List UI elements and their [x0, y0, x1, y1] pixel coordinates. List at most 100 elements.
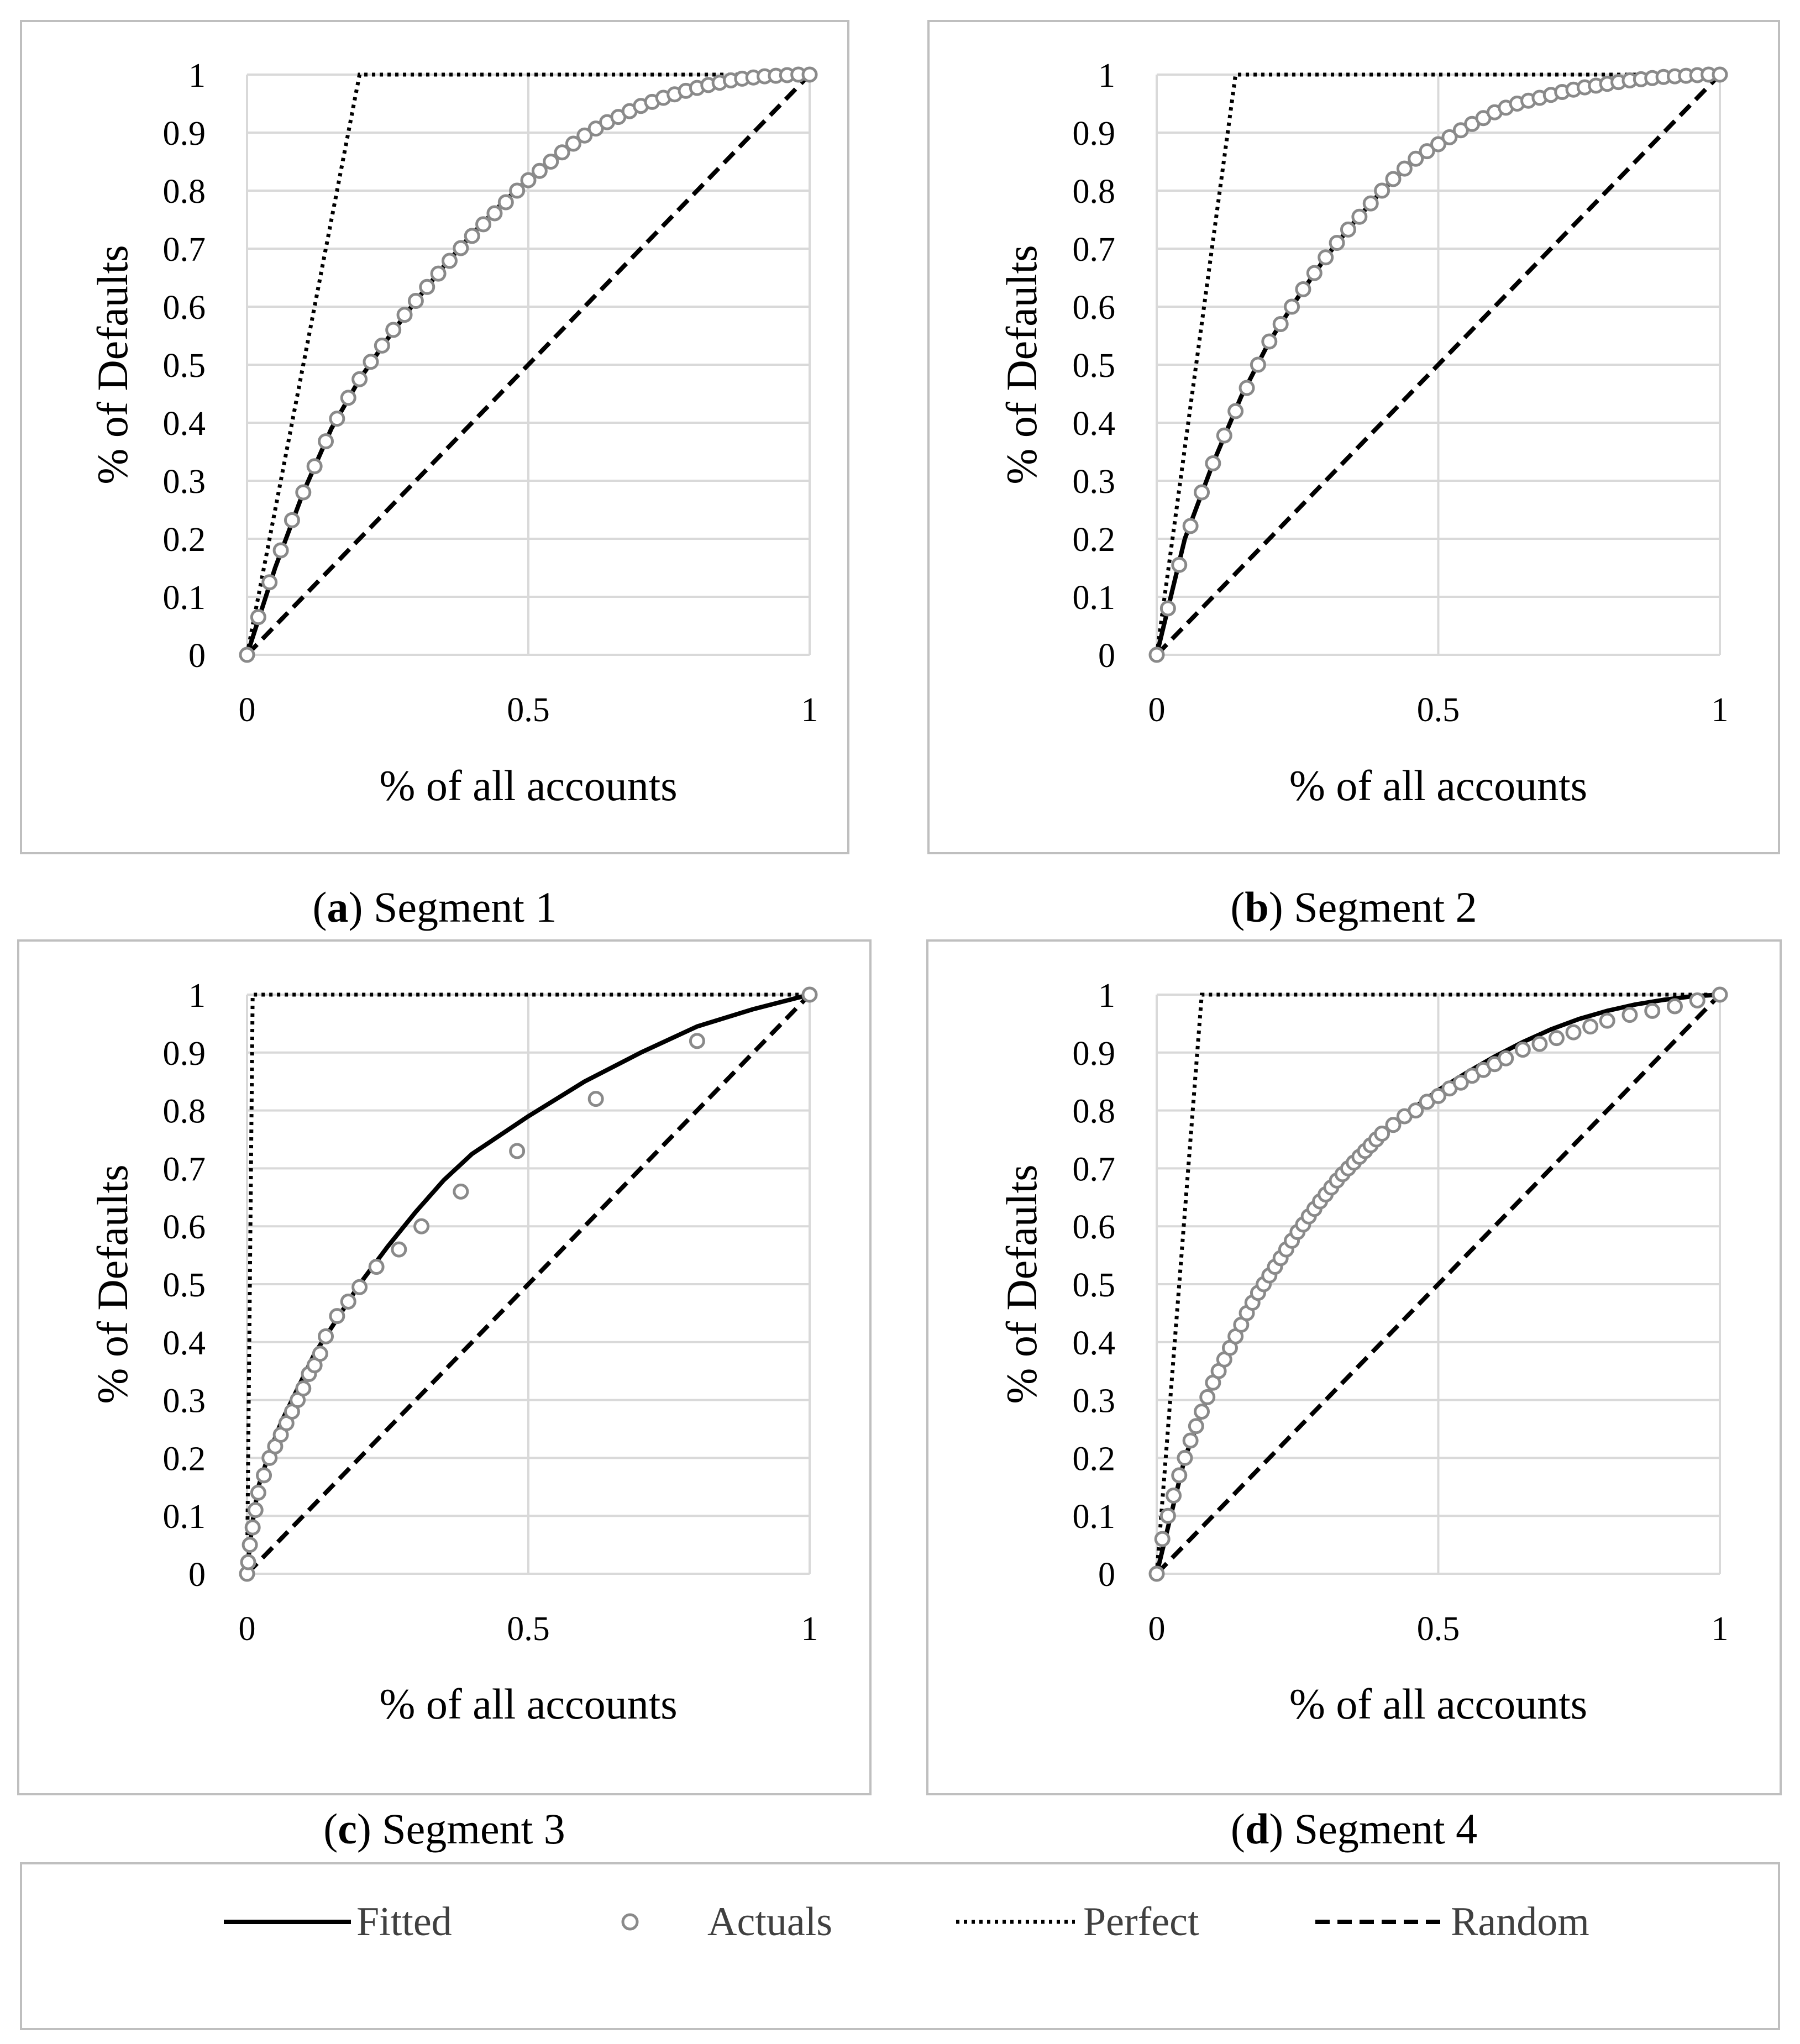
actuals-point: [240, 1554, 256, 1570]
y-tick-label: 0.9: [1073, 1035, 1116, 1073]
caption-text: ) Segment 1: [349, 883, 557, 931]
y-tick-label: 0.7: [163, 231, 206, 269]
actuals-point: [689, 1033, 705, 1049]
actuals-point: [1295, 281, 1311, 297]
chart-frame: [926, 939, 1782, 1795]
y-axis-label: % of Defaults: [88, 1164, 137, 1404]
x-axis-label: % of all accounts: [379, 1680, 677, 1728]
y-tick-label: 1: [1098, 57, 1115, 94]
actuals-point: [1582, 1018, 1599, 1035]
actuals-point: [1385, 171, 1402, 187]
actuals-point: [801, 66, 818, 83]
legend-label-perfect: Perfect: [1083, 1899, 1199, 1945]
y-axis-label: % of Defaults: [998, 1164, 1046, 1404]
actuals-point: [272, 542, 289, 559]
x-tick-label: 1: [801, 1610, 818, 1648]
series-actuals: [239, 986, 818, 1582]
actuals-point: [1362, 195, 1379, 212]
actuals-point: [1396, 160, 1413, 177]
series-actuals: [1148, 66, 1728, 663]
actuals-point: [244, 1519, 261, 1536]
x-tick-label: 0: [239, 691, 256, 729]
actuals-point: [509, 182, 526, 199]
y-tick-label: 0.4: [163, 405, 206, 443]
actuals-point: [1199, 1389, 1216, 1405]
actuals-point: [1565, 1024, 1582, 1041]
actuals-point: [1498, 1050, 1514, 1066]
y-tick-label: 0: [1098, 1556, 1115, 1594]
y-tick-label: 0.3: [163, 463, 206, 501]
y-tick-label: 0: [188, 1556, 206, 1594]
actuals-point: [1599, 1012, 1615, 1029]
caption-open-paren: (: [313, 883, 327, 931]
series-perfect-line: [1154, 992, 1720, 1574]
actuals-point: [1272, 316, 1289, 332]
actuals-point: [1712, 66, 1728, 83]
y-tick-label: 0.7: [163, 1150, 206, 1188]
actuals-point: [1644, 1002, 1661, 1019]
legend-item-actuals: Actuals: [621, 1899, 832, 1945]
actuals-point: [318, 433, 334, 450]
actuals-point: [1239, 380, 1255, 396]
legend-item-perfect: Perfect: [956, 1899, 1199, 1945]
actuals-point: [284, 512, 300, 528]
x-axis-label: % of all accounts: [379, 761, 677, 810]
actuals-point: [520, 172, 537, 188]
caption-open-paren: (: [323, 1805, 338, 1853]
actuals-point: [453, 1183, 469, 1200]
actuals-point: [543, 154, 559, 170]
actuals-point: [413, 1218, 430, 1234]
caption-letter: a: [327, 883, 349, 931]
actuals-point: [340, 390, 356, 406]
y-tick-label: 0.5: [1073, 347, 1116, 385]
x-tick-label: 1: [801, 691, 818, 729]
actuals-point: [374, 337, 390, 354]
actuals-point: [576, 127, 593, 144]
x-tick-label: 1: [1712, 1610, 1729, 1648]
x-tick-label: 0: [239, 1610, 256, 1648]
x-tick-label: 0.5: [507, 691, 550, 729]
series-actuals: [239, 66, 818, 663]
actuals-point: [256, 1467, 272, 1484]
actuals-point: [430, 265, 447, 282]
y-tick-label: 0: [1098, 637, 1115, 675]
y-tick-label: 0.5: [163, 1267, 206, 1304]
y-tick-label: 0.6: [163, 1208, 206, 1246]
actuals-point: [1712, 986, 1728, 1003]
y-axis-label: % of Defaults: [998, 245, 1046, 484]
y-tick-label: 0.1: [1073, 579, 1116, 617]
actuals-point: [464, 228, 480, 244]
actuals-point: [1419, 143, 1435, 160]
actuals-point: [554, 144, 570, 161]
x-axis-label: % of all accounts: [1289, 1680, 1587, 1728]
y-tick-label: 0.7: [1073, 231, 1116, 269]
actuals-point: [475, 216, 492, 233]
actuals-point: [312, 1346, 328, 1362]
actuals-point: [1408, 150, 1424, 167]
actuals-point: [1227, 403, 1244, 419]
y-tick-label: 0.8: [163, 173, 206, 211]
actuals-point: [1188, 1418, 1204, 1435]
actuals-point: [587, 1091, 604, 1107]
actuals-point: [1441, 129, 1458, 145]
series-perfect-line: [245, 72, 810, 655]
caption-letter: d: [1245, 1805, 1269, 1853]
y-tick-label: 0.2: [1073, 521, 1116, 559]
actuals-point: [242, 1537, 258, 1553]
legend-label-random: Random: [1451, 1899, 1589, 1945]
legend: Fitted Actuals Perfect Random: [20, 1862, 1780, 2030]
y-tick-label: 0.2: [163, 1440, 206, 1478]
actuals-point: [441, 253, 458, 269]
y-tick-label: 0.7: [1073, 1150, 1116, 1188]
y-tick-label: 0.9: [163, 1035, 206, 1073]
actuals-point: [1261, 333, 1278, 350]
series-random-line: [1155, 73, 1722, 656]
legend-label-actuals: Actuals: [707, 1899, 832, 1945]
actuals-point: [1408, 1102, 1424, 1119]
series-random-line: [1155, 993, 1722, 1575]
actuals-point: [1430, 136, 1446, 153]
actuals-point: [396, 307, 413, 323]
actuals-point: [250, 1484, 266, 1501]
chart-frame: [17, 939, 872, 1795]
